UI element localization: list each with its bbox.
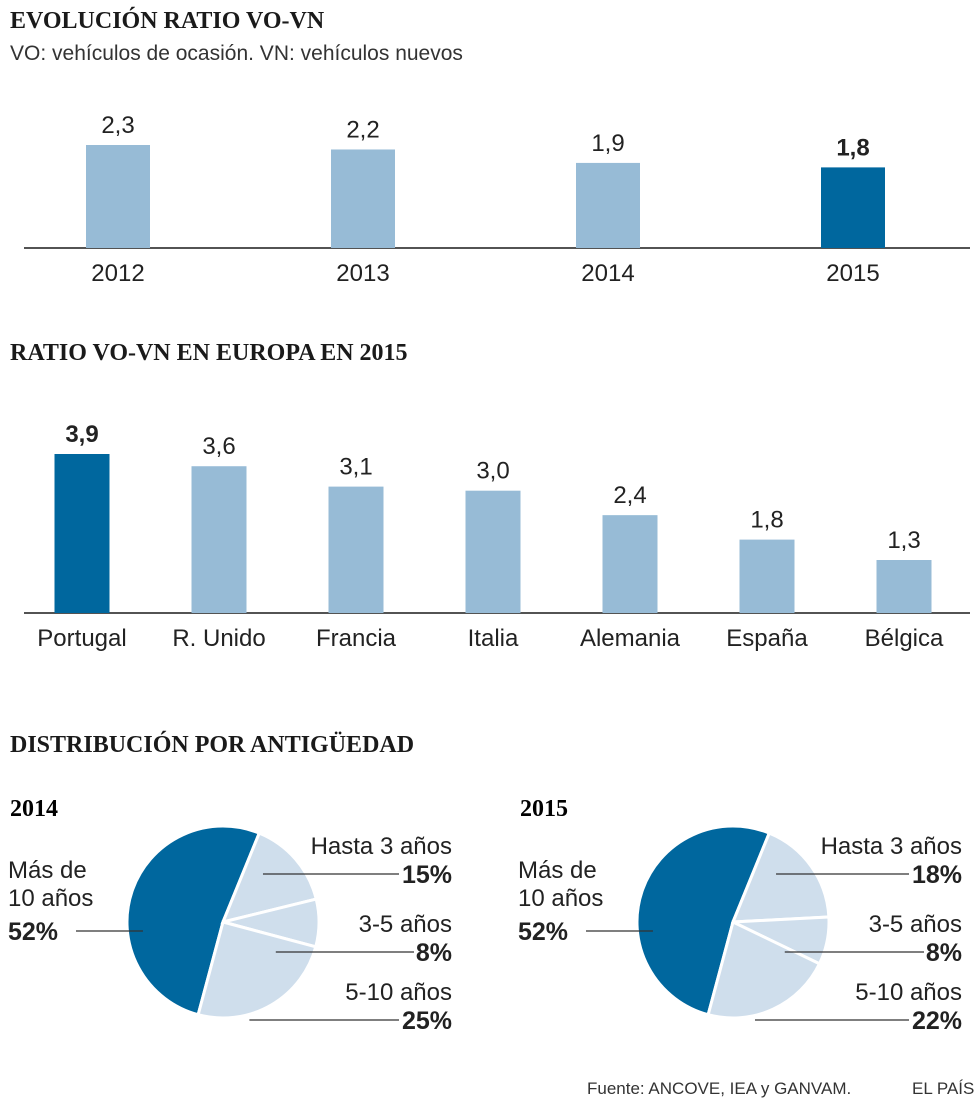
- tick-label: Francia: [316, 625, 397, 652]
- slice-label: 5-10 años: [345, 979, 452, 1006]
- slice-pct: 22%: [912, 1007, 962, 1035]
- tick-label: 2013: [336, 260, 389, 287]
- data-label: 2,2: [346, 116, 379, 143]
- bar: [876, 560, 932, 613]
- data-label: 3,6: [202, 433, 235, 460]
- slice-label: Más de: [518, 857, 597, 884]
- slice-label: 3-5 años: [869, 911, 962, 938]
- bar: [331, 149, 395, 248]
- data-label: 1,3: [887, 527, 920, 554]
- data-label: 1,9: [591, 130, 624, 157]
- slice-label: Hasta 3 años: [311, 833, 452, 860]
- slice-label: 10 años: [8, 885, 93, 912]
- bar: [739, 539, 795, 613]
- bar: [328, 486, 384, 613]
- section1-subtitle: VO: vehículos de ocasión. VN: vehículos …: [10, 42, 463, 65]
- slice-label: 5-10 años: [855, 979, 962, 1006]
- slice-pct: 8%: [416, 939, 452, 967]
- bar: [86, 145, 150, 248]
- data-label: 1,8: [750, 507, 783, 534]
- tick-label: Alemania: [580, 625, 681, 652]
- slice-label: 10 años: [518, 885, 603, 912]
- pie-slice: [220, 831, 319, 925]
- slice-pct: 52%: [8, 918, 58, 946]
- tick-label: Bélgica: [865, 625, 944, 652]
- data-label: 3,1: [339, 454, 372, 481]
- bar: [191, 466, 247, 613]
- slice-pct: 52%: [518, 918, 568, 946]
- source-note: Fuente: ANCOVE, IEA y GANVAM.: [587, 1079, 852, 1098]
- pie-slice: [635, 824, 772, 1017]
- tick-label: Portugal: [37, 625, 126, 652]
- section2-title: RATIO VO-VN EN EUROPA EN 2015: [10, 340, 408, 366]
- data-label: 2,4: [613, 482, 646, 509]
- slice-pct: 15%: [402, 861, 452, 889]
- slice-label: Hasta 3 años: [821, 833, 962, 860]
- pie-title: 2015: [520, 796, 568, 822]
- data-label: 3,9: [65, 421, 98, 448]
- bar: [465, 490, 521, 613]
- slice-pct: 8%: [926, 939, 962, 967]
- tick-label: España: [726, 625, 808, 652]
- data-label: 2,3: [101, 112, 134, 139]
- pie-slice: [196, 920, 318, 1020]
- pie-slice: [730, 831, 831, 924]
- slice-label: Más de: [8, 857, 87, 884]
- data-label: 3,0: [476, 458, 509, 485]
- section1-title: EVOLUCIÓN RATIO VO-VN: [10, 8, 325, 34]
- bar: [576, 162, 640, 248]
- pie-slice: [125, 824, 262, 1017]
- tick-label: 2014: [581, 260, 634, 287]
- bar: [821, 167, 885, 248]
- brand-logo: EL PAÍS: [912, 1079, 975, 1098]
- slice-pct: 25%: [402, 1007, 452, 1035]
- section3-title: DISTRIBUCIÓN POR ANTIGÜEDAD: [10, 732, 415, 758]
- pie-title: 2014: [10, 796, 58, 822]
- data-label: 1,8: [836, 134, 869, 161]
- bar: [54, 454, 110, 613]
- tick-label: Italia: [468, 625, 519, 652]
- chart-europa: 3,9 Portugal 3,6 R. Unido 3,1 Francia 3,0 Itali…: [24, 421, 970, 652]
- slice-label: 3-5 años: [359, 911, 452, 938]
- pie-slice: [706, 919, 822, 1020]
- slice-pct: 18%: [912, 861, 962, 889]
- chart-evolucion: 2,3 2012 2,2 2013 1,9 2014 1,8 2015: [24, 112, 970, 287]
- tick-label: 2012: [91, 260, 144, 287]
- bar: [602, 515, 658, 613]
- tick-label: 2015: [826, 260, 879, 287]
- tick-label: R. Unido: [172, 625, 265, 652]
